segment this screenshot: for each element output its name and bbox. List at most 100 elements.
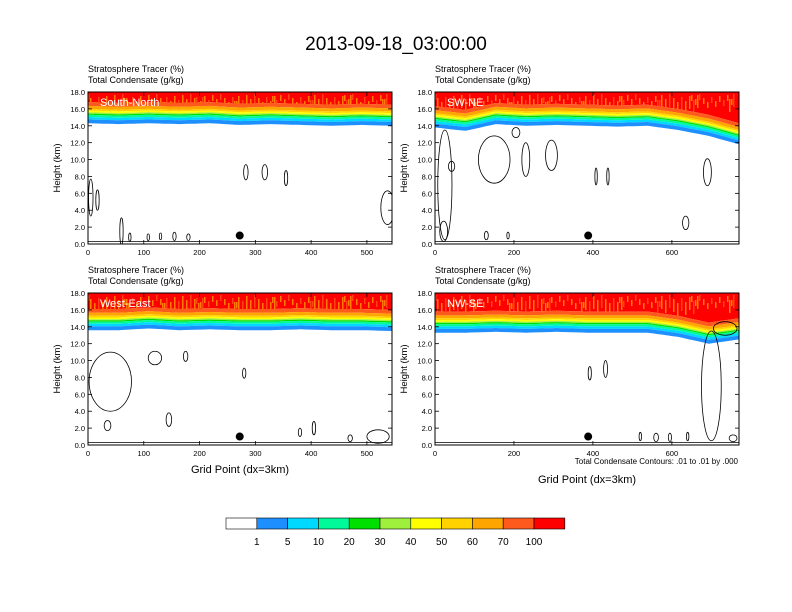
tracer-streak	[174, 297, 176, 310]
tracer-streak	[473, 299, 475, 312]
y-tick-label: 16.0	[417, 105, 432, 114]
x-tick-label: 600	[666, 449, 679, 458]
colorbar-label: 70	[498, 537, 510, 548]
tracer-streak	[457, 100, 459, 113]
tracer-streak	[593, 95, 595, 108]
panel-sw-ne: SW-NE Stratosphere Tracer (%)Total Conden…	[399, 64, 740, 257]
tracer-streak	[124, 98, 126, 104]
condensate-contour	[147, 350, 163, 366]
tracer-band-7	[88, 314, 392, 319]
tracer-streak	[284, 99, 286, 105]
colorbar-label: 40	[405, 537, 417, 548]
tracer-streak	[122, 295, 124, 308]
tracer-streak	[148, 95, 150, 101]
x-tick-label: 600	[666, 248, 679, 257]
condensate-contour	[521, 142, 531, 177]
tracer-streak	[140, 96, 142, 102]
tracer-band-7	[435, 317, 739, 331]
condensate-contour	[667, 432, 672, 443]
y-tick-label: 0.0	[422, 240, 432, 249]
tracer-streak	[479, 97, 481, 103]
tracer-streak	[114, 296, 116, 309]
condensate-contour	[366, 429, 390, 444]
tracer-streak	[350, 296, 352, 309]
condensate-contour	[483, 230, 489, 241]
tracer-streak	[605, 299, 607, 312]
condensate-contour	[146, 233, 150, 242]
condensate-contour	[545, 139, 558, 171]
condensate-contour	[347, 434, 353, 443]
tracer-streak	[372, 297, 374, 303]
tracer-streak	[122, 94, 124, 107]
tracer-streak	[647, 97, 649, 103]
tracer-streak	[110, 301, 112, 314]
tracer-streak	[733, 94, 735, 107]
tracer-streak	[715, 302, 717, 308]
tracer-streak	[437, 98, 439, 111]
tracer-streak	[547, 302, 549, 308]
tracer-streak	[368, 101, 370, 107]
tracer-streak	[449, 101, 451, 114]
tracer-streak	[635, 295, 637, 301]
y-tick-label: 10.0	[417, 156, 432, 165]
tracer-band-1	[88, 324, 392, 331]
colorbar-label: 100	[526, 537, 543, 548]
tracer-streak	[533, 300, 535, 313]
tracer-streak	[254, 295, 256, 308]
tracer-streak	[723, 100, 725, 106]
tracer-streak	[699, 94, 701, 100]
x-tick-label: 200	[508, 248, 521, 257]
tracer-streak	[437, 299, 439, 312]
tracer-streak	[689, 297, 691, 310]
y-tick-label: 0.0	[75, 441, 85, 450]
tracer-streak	[348, 300, 350, 306]
tracer-streak	[503, 295, 505, 301]
tracer-streak	[613, 97, 615, 110]
tracer-streak	[435, 295, 437, 301]
tracer-streak	[665, 300, 667, 313]
tracer-streak	[685, 101, 687, 114]
tracer-streak	[727, 95, 729, 101]
tracer-streak	[338, 302, 340, 315]
tracer-streak	[613, 298, 615, 311]
colorbar-swatch	[441, 517, 473, 530]
condensate-contour	[311, 420, 316, 436]
tracer-band-100	[435, 293, 739, 323]
tracer-streak	[276, 100, 278, 106]
tracer-streak	[435, 94, 437, 100]
tracer-streak	[691, 296, 693, 302]
tracer-streak	[677, 102, 679, 115]
condensate-contour	[603, 360, 608, 378]
tracer-streak	[170, 302, 172, 315]
y-tick-label: 4.0	[75, 206, 85, 215]
tracer-streak	[232, 97, 234, 103]
tracer-streak	[220, 94, 222, 100]
y-tick-label: 6.0	[75, 390, 85, 399]
tracer-streak	[623, 100, 625, 106]
x-tick-label: 100	[138, 248, 151, 257]
tracer-streak	[491, 100, 493, 106]
tracer-band-3	[88, 320, 392, 325]
tracer-streak	[228, 303, 230, 309]
y-tick-label: 16.0	[70, 105, 85, 114]
location-marker	[584, 231, 593, 240]
tracer-streak	[479, 298, 481, 304]
tracer-streak	[661, 95, 663, 108]
y-tick-label: 8.0	[422, 373, 432, 382]
tracer-streak	[487, 96, 489, 102]
colorbar-label: 30	[374, 537, 386, 548]
tracer-streak	[513, 97, 515, 110]
tracer-streak	[346, 301, 348, 314]
tracer-streak	[583, 302, 585, 308]
tracer-streak	[635, 94, 637, 100]
tracer-streak	[571, 299, 573, 305]
tracer-streak	[144, 301, 146, 307]
tracer-streak	[697, 95, 699, 108]
tracer-streak	[647, 298, 649, 304]
colorbar-swatch	[502, 517, 535, 530]
tracer-streak	[475, 102, 477, 108]
tracer-streak	[579, 298, 581, 304]
tracer-streak	[513, 298, 515, 311]
